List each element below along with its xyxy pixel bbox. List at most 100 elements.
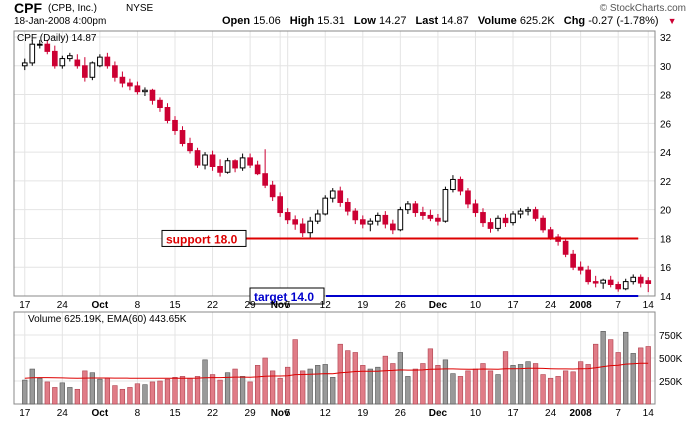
x-tick-label: 17 <box>19 300 31 311</box>
volume-bar <box>209 374 216 405</box>
x-tick-label: 12 <box>320 300 332 311</box>
candle-body <box>277 196 283 214</box>
candle <box>344 198 351 216</box>
candle <box>36 39 43 49</box>
x-tick-label: 22 <box>207 408 219 419</box>
price-panel-frame <box>13 30 656 297</box>
candle-body <box>179 130 186 144</box>
candle-body <box>134 85 141 93</box>
price-y-tick: 26 <box>660 119 672 130</box>
volume-bar <box>315 365 321 405</box>
candle-body <box>269 184 276 198</box>
candle <box>89 61 96 81</box>
candle <box>442 186 449 223</box>
candle-body <box>495 217 501 229</box>
x-tick-label: Nov <box>271 408 290 419</box>
x-tick-label: 26 <box>395 408 407 419</box>
exchange-name: NYSE <box>126 3 154 14</box>
volume-bar <box>97 378 103 405</box>
volume-bar <box>194 376 201 405</box>
candle-body <box>149 89 156 101</box>
volume-bar <box>540 374 546 405</box>
volume-bar <box>172 377 178 405</box>
volume-bar <box>450 373 456 405</box>
volume-bar <box>142 384 148 405</box>
volume-bar <box>285 366 291 405</box>
x-tick-label: 14 <box>643 408 655 419</box>
candle-body <box>532 209 539 219</box>
volume-bar <box>104 377 111 405</box>
x-tick-label: 14 <box>643 300 655 311</box>
x-tick-label: 12 <box>320 408 332 419</box>
x-tick-label: Oct <box>92 300 109 311</box>
candle-body <box>51 50 58 67</box>
candle <box>630 274 637 285</box>
candle <box>510 211 516 226</box>
candle <box>615 281 622 292</box>
volume-bar <box>202 359 208 405</box>
volume-bar <box>119 388 126 405</box>
candle <box>232 159 238 173</box>
volume-bar <box>593 343 599 405</box>
volume-bar <box>322 364 328 405</box>
candle <box>239 153 246 171</box>
candle-body <box>164 107 171 121</box>
candle <box>127 78 133 91</box>
candle-body <box>44 43 51 52</box>
volume-bar <box>52 387 58 405</box>
candle-body <box>622 281 629 290</box>
quote-date: 18-Jan-2008 4:00pm <box>14 16 107 27</box>
candle <box>157 97 163 112</box>
low-value: 14.27 <box>378 15 407 27</box>
volume-bar <box>217 379 223 405</box>
volume-bar <box>232 368 238 405</box>
volume-bar <box>608 339 614 405</box>
candle <box>329 188 336 203</box>
x-tick-label: 15 <box>169 408 181 419</box>
candle-body <box>217 166 223 173</box>
x-tick-label: 24 <box>545 408 557 419</box>
candle-body <box>209 154 216 168</box>
candle <box>299 218 306 238</box>
candle-body <box>344 201 351 212</box>
candle <box>277 192 283 217</box>
candle-body <box>104 56 111 67</box>
candle <box>224 157 231 174</box>
candle <box>367 218 374 232</box>
volume-bar <box>300 370 306 405</box>
candle <box>134 81 141 95</box>
volume-bar <box>435 365 441 405</box>
volume-bar <box>29 368 35 405</box>
candle <box>517 208 524 219</box>
candlestick-series <box>21 39 652 293</box>
volume-bar <box>330 377 336 405</box>
volume-bar <box>600 331 606 405</box>
candle-body <box>540 217 546 231</box>
candle-body <box>29 43 36 64</box>
candle <box>600 278 607 289</box>
candle <box>359 215 366 229</box>
candle-body <box>187 142 193 152</box>
candle <box>179 126 186 147</box>
volume-bar <box>442 359 449 405</box>
candle-body <box>435 217 441 222</box>
x-tick-label: 8 <box>135 408 141 419</box>
volume-bar <box>270 370 276 405</box>
volume-bar <box>555 376 561 405</box>
candle <box>82 57 88 82</box>
price-grid <box>14 31 655 297</box>
volume-bar <box>615 352 621 405</box>
candle-body <box>172 119 178 132</box>
volume-bar <box>412 368 419 405</box>
candle <box>502 213 509 227</box>
candle-body <box>450 178 456 191</box>
candle-body <box>157 99 163 109</box>
volume-bar <box>187 377 193 405</box>
x-tick-label: 19 <box>357 408 369 419</box>
candle-body <box>525 209 531 212</box>
candle <box>104 52 111 69</box>
candle-body <box>224 160 231 173</box>
candle-body <box>405 203 411 211</box>
